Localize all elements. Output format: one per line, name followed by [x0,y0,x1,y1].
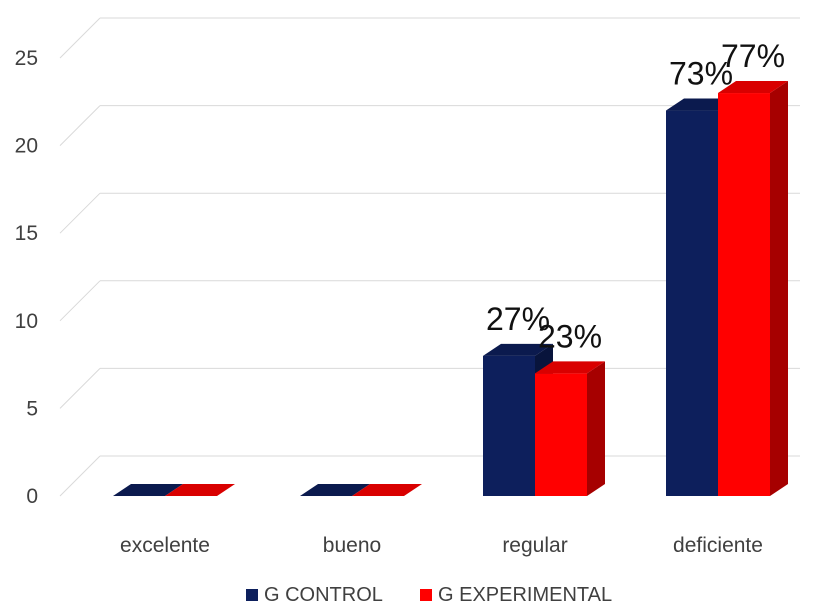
y-tick-label: 15 [15,222,38,245]
data-label: 23% [538,318,602,354]
x-tick-label: excelente [120,534,210,557]
y-tick-label: 5 [26,397,38,420]
bar-top [352,484,422,496]
bar-top [113,484,183,496]
y-tick-label: 20 [15,135,38,158]
data-label: 27% [486,301,550,337]
y-tick-label: 10 [15,310,38,333]
gridline-depth [59,368,101,409]
gridline-depth [59,192,101,234]
bar-side [587,361,605,496]
bar-top [300,484,370,496]
bar-top [165,484,235,496]
bar-top [483,343,553,356]
legend: G CONTROL G EXPERIMENTAL [246,584,612,606]
data-label: 73% [669,56,733,92]
legend-swatch [246,589,258,601]
bar-top [718,81,788,94]
y-tick-label: 25 [15,47,38,70]
y-tick-label: 0 [26,485,38,508]
gridline-depth [59,280,101,322]
bar [535,373,587,496]
bars [113,81,788,497]
legend-label: G CONTROL [264,584,383,606]
gridline-depth [59,105,101,146]
data-label: 77% [721,38,785,74]
data-labels: 27%23% 73%77% [486,38,785,354]
x-axis: excelente bueno regular deficiente [120,534,763,557]
bar [718,93,770,496]
bar-top [535,361,605,374]
bar [483,355,535,496]
legend-swatch [420,589,432,601]
bar [666,110,718,496]
legend-label: G EXPERIMENTAL [438,584,612,606]
bar-side [770,81,788,496]
y-axis: 0 5 10 15 20 25 [15,47,38,508]
gridline-depth [59,455,101,497]
gridline-depth [59,17,101,59]
x-tick-label: deficiente [673,534,763,557]
x-tick-label: bueno [323,534,381,557]
x-tick-label: regular [502,534,567,557]
